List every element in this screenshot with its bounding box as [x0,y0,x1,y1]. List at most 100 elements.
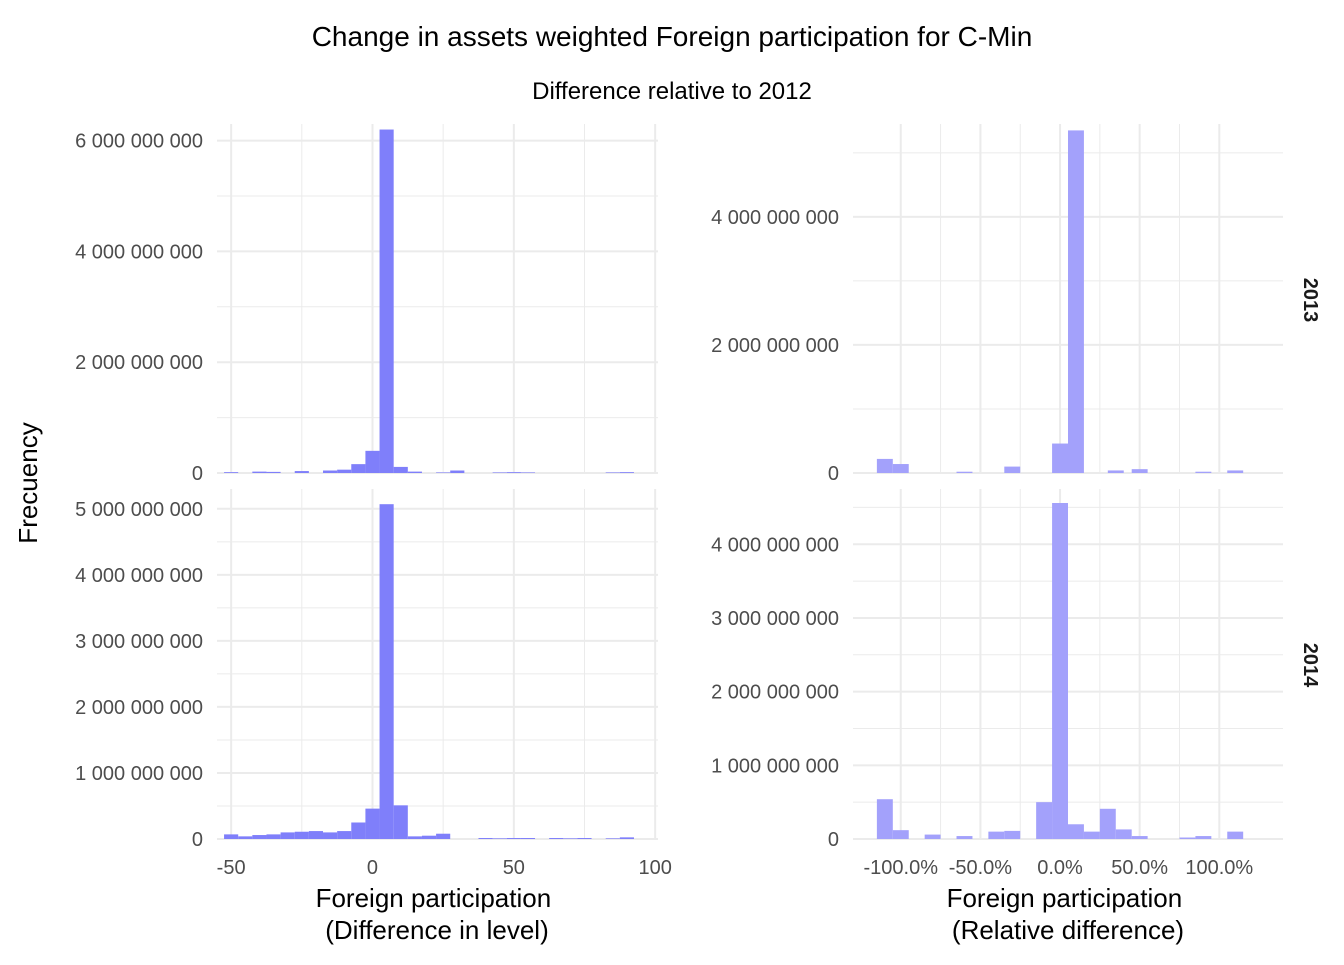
bar [1052,443,1068,473]
bar [1107,470,1124,473]
bar [252,471,267,473]
bar [238,836,253,839]
x-tick-label: 0 [367,857,378,879]
bar [407,836,422,839]
bar [1068,130,1084,473]
x-tick-label: -50 [217,857,246,879]
bar [1131,836,1148,839]
bar [379,504,394,839]
y-tick-label: 0 [192,463,203,485]
bar [436,833,451,839]
bar [520,472,536,473]
x-tick-label: 50.0% [1111,857,1168,879]
y-tick-label: 0 [828,829,839,851]
bar [1004,830,1021,839]
bar [924,834,941,839]
facet-strip-label: 2013 [1299,278,1321,323]
y-tick-label: 4 000 000 000 [711,534,839,556]
bar [280,832,295,839]
x-axis-title-right-line1: Foreign participation [947,883,1183,913]
x-axis-title-left-line2: (Difference in level) [325,915,549,945]
facet-strip-label: 2014 [1299,643,1321,688]
bar [351,822,366,839]
x-tick-label: 100.0% [1185,857,1253,879]
panel-2013-level: 0 2 000 000 000 4 000 000 000 6 000 000 000 [75,124,658,485]
bar [605,472,620,473]
bar [956,471,973,473]
bar [393,466,408,473]
bar [892,464,909,473]
bar [252,835,267,839]
bar [379,129,394,474]
bar [506,472,521,473]
bar [393,805,408,839]
bar [956,836,973,839]
bar [337,469,352,473]
x-tick-label: -100.0% [864,857,939,879]
bar [1115,829,1132,839]
bar [892,830,909,839]
x-tick-label: 100 [638,857,671,879]
bar [224,472,239,473]
bar [619,472,634,473]
y-tick-label: 2 000 000 000 [75,352,203,374]
bar [1099,808,1116,839]
y-tick-label: 4 000 000 000 [75,241,203,263]
bar [1195,471,1212,473]
bar [619,837,634,839]
y-tick-label: 2 000 000 000 [711,682,839,704]
y-tick-label: 2 000 000 000 [75,697,203,719]
bar [549,838,564,839]
bar [351,464,366,473]
bar [323,832,338,839]
chart-title: Change in assets weighted Foreign partic… [312,21,1033,52]
bar [1227,470,1244,473]
y-tick-label: 2 000 000 000 [711,335,839,357]
bar [1083,831,1100,839]
x-axis-title-right: Foreign participation (Relative differen… [947,883,1190,945]
bar [407,471,422,473]
x-tick-label: 50 [503,857,525,879]
bar [1195,836,1212,839]
y-tick-label: 3 000 000 000 [75,631,203,653]
bar [876,458,893,473]
bar [224,834,239,839]
panel-2014-level: 0 1 000 000 000 2 000 000 000 3 000 000 000… [75,489,672,879]
y-tick-label: 3 000 000 000 [711,608,839,630]
y-tick-label: 4 000 000 000 [711,207,839,229]
bar [1036,802,1053,839]
y-tick-label: 5 000 000 000 [75,499,203,521]
bar [1004,466,1021,473]
bar [436,472,451,473]
bar [365,808,380,839]
bar [876,799,893,839]
panels: 0 2 000 000 000 4 000 000 000 6 000 000 000… [75,124,1321,879]
x-tick-label: -50.0% [949,857,1013,879]
bar [478,838,493,839]
y-tick-label: 0 [192,829,203,851]
bar [365,450,380,473]
bar [577,838,592,839]
bar [337,831,352,839]
y-tick-label: 1 000 000 000 [711,755,839,777]
x-axis-title-right-line2: (Relative difference) [952,915,1184,945]
bar [266,471,281,473]
x-axis-title-left-line1: Foreign participation [316,883,552,913]
chart-subtitle: Difference relative to 2012 [532,78,812,105]
bar [520,838,536,839]
bar [421,835,437,839]
bar [294,831,309,839]
y-tick-label: 4 000 000 000 [75,565,203,587]
x-tick-label: 0.0% [1037,857,1083,879]
bar [563,838,578,839]
bar [492,472,507,473]
bar [605,838,620,839]
bar [1131,469,1148,473]
bar [266,834,281,839]
panel-2014-relative: 0 1 000 000 000 2 000 000 000 3 000 000 000… [711,489,1321,879]
panel-2013-relative: 0 2 000 000 000 4 000 000 000 2013 [711,124,1321,485]
y-tick-label: 1 000 000 000 [75,763,203,785]
y-tick-label: 0 [828,463,839,485]
